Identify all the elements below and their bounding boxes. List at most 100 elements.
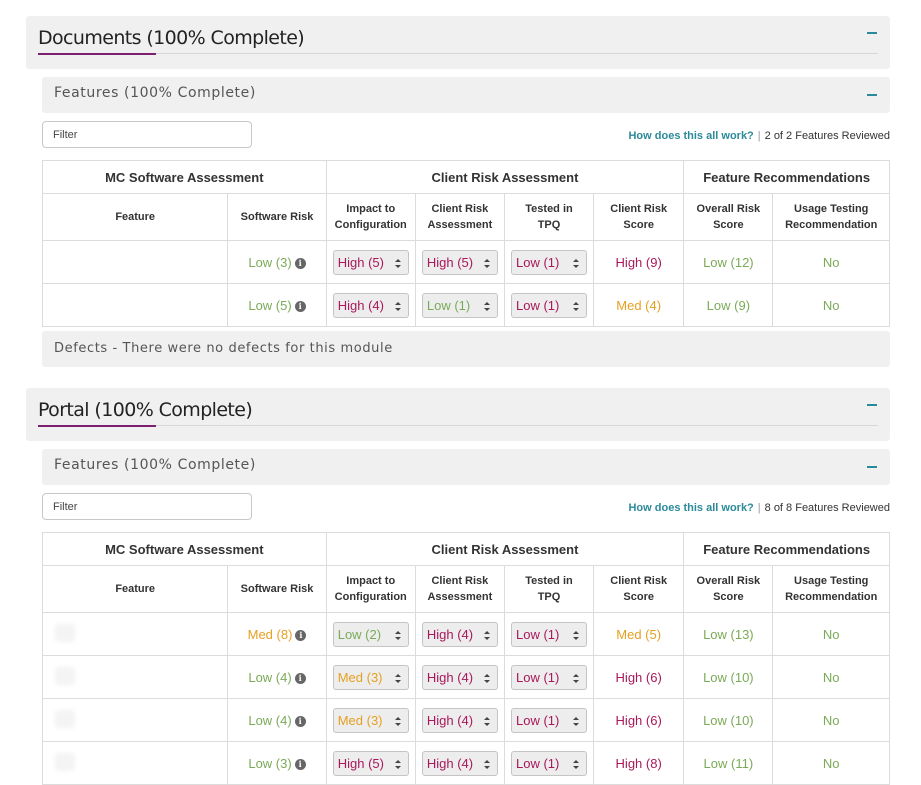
software-risk-cell: Med (8) i: [227, 612, 327, 656]
col-header-overall: Overall Risk Score: [683, 565, 774, 613]
select-arrows-icon: [394, 673, 401, 683]
client-risk-select[interactable]: High (4): [421, 707, 498, 733]
usage-recommendation: No: [772, 698, 890, 742]
help-link[interactable]: How does this all work?: [628, 130, 754, 142]
col-header-software-risk: Software Risk: [227, 565, 327, 613]
tested-select[interactable]: Low (1): [511, 707, 587, 733]
tested-select[interactable]: Low (1): [511, 621, 587, 647]
select-arrows-icon: [573, 301, 579, 311]
col-header-feature: Feature: [41, 193, 229, 241]
software-risk-cell: Low (4) i: [227, 698, 327, 742]
impact-select[interactable]: Low (2): [332, 621, 409, 647]
documents-features-title: Features (100% Complete): [54, 85, 256, 101]
info-icon[interactable]: i: [294, 672, 306, 684]
client-risk-select[interactable]: High (4): [421, 621, 498, 647]
module-divider: [38, 53, 878, 54]
group-header-mc-software: MC Software Assessment: [42, 160, 327, 194]
select-arrows-icon: [394, 630, 401, 640]
overall-risk-score: Low (10): [683, 655, 774, 699]
select-arrows-icon: [483, 716, 490, 726]
info-icon[interactable]: i: [295, 629, 307, 641]
col-header-usage: Usage Testing Recommendation: [772, 193, 890, 241]
client-risk-score: Med (5): [593, 612, 685, 656]
tested-select[interactable]: Low (1): [511, 249, 587, 275]
col-header-score: Client Risk Score: [593, 193, 685, 241]
group-header-client-risk: Client Risk Assessment: [325, 160, 685, 194]
client-risk-score: High (6): [593, 698, 685, 742]
table-row: Med (8) i Low (2) High (4) Low (1) Med (5…: [41, 612, 890, 656]
defects-message: Defects - There were no defects for this…: [54, 341, 393, 356]
impact-select[interactable]: Med (3): [332, 664, 409, 690]
client-risk-score: Med (4): [593, 283, 685, 327]
usage-recommendation: No: [772, 283, 890, 327]
col-header-score: Client Risk Score: [593, 565, 685, 613]
overall-risk-score: Low (11): [683, 741, 774, 785]
module-divider: [38, 425, 878, 426]
col-header-tested: Tested in TPQ: [503, 193, 595, 241]
portal-review-status: How does this all work? | 8 of 8 Features …: [628, 502, 890, 514]
info-icon[interactable]: i: [294, 257, 306, 269]
impact-select[interactable]: High (5): [332, 750, 409, 776]
documents-filter-input[interactable]: [42, 121, 252, 148]
feature-name-cell: [41, 741, 229, 785]
portal-features-header: Features (100% Complete): [42, 449, 890, 485]
select-arrows-icon: [483, 258, 490, 268]
feature-name-cell: [41, 240, 229, 284]
overall-risk-score: Low (12): [683, 240, 774, 284]
help-link[interactable]: How does this all work?: [628, 502, 754, 514]
info-icon[interactable]: i: [294, 758, 306, 770]
overall-risk-score: Low (13): [683, 612, 774, 656]
collapse-icon[interactable]: [866, 89, 878, 101]
feature-name-cell: [41, 655, 229, 699]
table-row: Low (4) i Med (3) High (4) Low (1) High (…: [41, 655, 890, 699]
group-header-mc-software: MC Software Assessment: [42, 532, 327, 566]
client-risk-select[interactable]: High (4): [421, 664, 498, 690]
impact-select[interactable]: High (4): [332, 292, 409, 318]
table-row: Low (5) i High (4) Low (1) Low (1) Med (4…: [41, 283, 890, 327]
group-header-recommendations: Feature Recommendations: [683, 532, 890, 566]
select-arrows-icon: [573, 673, 579, 683]
module-title-underline: [38, 425, 156, 427]
documents-review-status: How does this all work? | 2 of 2 Features …: [628, 130, 890, 142]
tested-select[interactable]: Low (1): [511, 664, 587, 690]
select-arrows-icon: [483, 673, 490, 683]
select-arrows-icon: [573, 258, 579, 268]
info-icon[interactable]: i: [294, 300, 306, 312]
client-risk-select[interactable]: High (5): [421, 249, 498, 275]
software-risk-cell: Low (3) i: [227, 741, 327, 785]
collapse-icon[interactable]: [866, 461, 878, 473]
impact-select[interactable]: Med (3): [332, 707, 409, 733]
table-row: Low (4) i Med (3) High (4) Low (1) High (…: [41, 698, 890, 742]
usage-recommendation: No: [772, 655, 890, 699]
client-risk-select[interactable]: Low (1): [421, 292, 498, 318]
impact-select[interactable]: High (5): [332, 249, 409, 275]
select-arrows-icon: [483, 301, 490, 311]
col-header-impact: Impact to Configuration: [325, 565, 416, 613]
col-header-overall: Overall Risk Score: [683, 193, 774, 241]
select-arrows-icon: [394, 759, 401, 769]
software-risk-cell: Low (5) i: [227, 283, 327, 327]
usage-recommendation: No: [772, 240, 890, 284]
portal-filter-input[interactable]: [42, 493, 252, 520]
select-arrows-icon: [394, 716, 401, 726]
group-header-client-risk: Client Risk Assessment: [325, 532, 685, 566]
select-arrows-icon: [573, 759, 579, 769]
collapse-icon[interactable]: [866, 399, 878, 411]
group-header-recommendations: Feature Recommendations: [683, 160, 890, 194]
client-risk-score: High (6): [593, 655, 685, 699]
col-header-software-risk: Software Risk: [227, 193, 327, 241]
col-header-client-risk: Client Risk Assessment: [414, 193, 505, 241]
portal-features-title: Features (100% Complete): [54, 457, 256, 473]
client-risk-select[interactable]: High (4): [421, 750, 498, 776]
client-risk-score: High (8): [593, 741, 685, 785]
software-risk-cell: Low (3) i: [227, 240, 327, 284]
client-risk-score: High (9): [593, 240, 685, 284]
documents-features-header: Features (100% Complete): [42, 77, 890, 113]
info-icon[interactable]: i: [294, 715, 306, 727]
portal-assessment-table: MC Software Assessment Client Risk Asses…: [41, 532, 890, 785]
table-row: Low (3) i High (5) High (4) Low (1) High …: [41, 741, 890, 785]
tested-select[interactable]: Low (1): [511, 292, 587, 318]
tested-select[interactable]: Low (1): [511, 750, 587, 776]
module-title-underline: [38, 53, 156, 55]
collapse-icon[interactable]: [866, 27, 878, 39]
